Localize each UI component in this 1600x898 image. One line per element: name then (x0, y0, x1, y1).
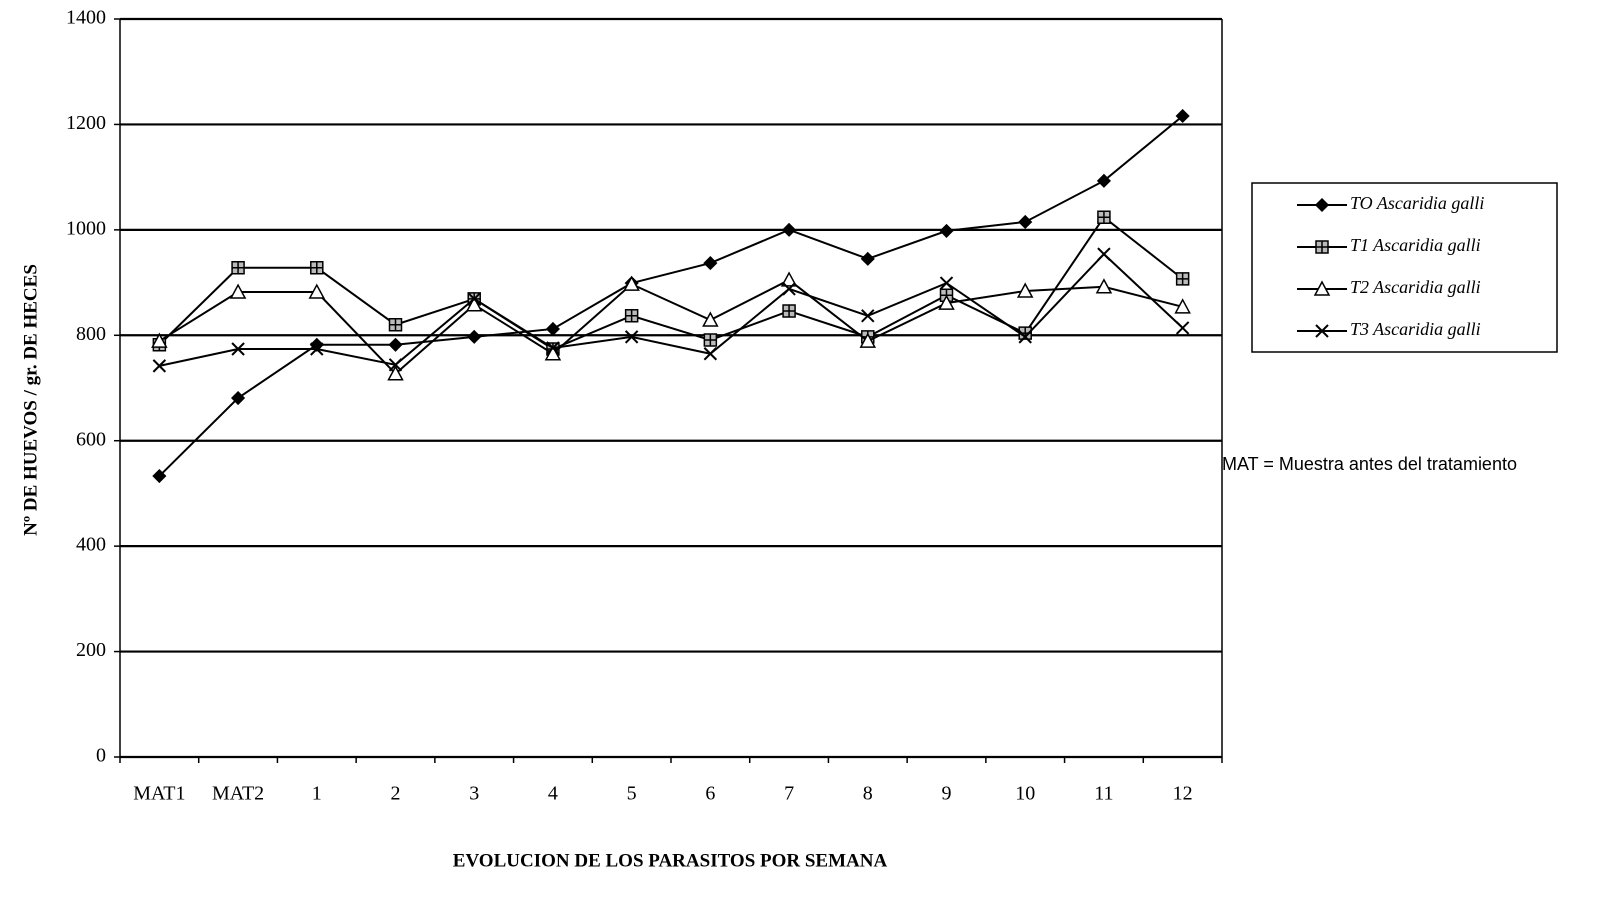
marker (782, 282, 796, 296)
x-tick-label: 4 (548, 783, 558, 805)
y-tick-label: 800 (76, 323, 106, 345)
marker (308, 283, 326, 299)
marker (1097, 247, 1111, 261)
legend-label: T3 Ascaridia galli (1350, 319, 1481, 339)
legend-label: TO Ascaridia galli (1350, 193, 1484, 213)
marker (465, 296, 483, 312)
marker (623, 275, 640, 291)
marker (310, 261, 324, 275)
marker (782, 304, 796, 318)
y-tick-label: 1000 (66, 217, 106, 239)
x-tick-label: 7 (784, 783, 794, 805)
marker (151, 332, 168, 348)
marker (1314, 197, 1330, 213)
y-tick-label: 600 (76, 428, 106, 450)
marker (782, 222, 797, 237)
series-line (159, 252, 1184, 367)
marker (1175, 108, 1190, 124)
marker (309, 337, 324, 352)
marker (1018, 330, 1032, 344)
x-tick-label: 1 (312, 783, 322, 805)
marker (939, 223, 954, 238)
marker (624, 330, 639, 344)
x-tick-label: 5 (627, 783, 637, 805)
marker (861, 309, 875, 323)
marker (1018, 214, 1033, 230)
marker (229, 283, 247, 299)
marker (1313, 280, 1331, 296)
y-tick-label: 1200 (66, 112, 106, 134)
marker (387, 365, 404, 381)
y-tick-label: 200 (76, 639, 106, 661)
marker (231, 390, 246, 406)
x-tick-label: 8 (863, 783, 873, 805)
marker (152, 359, 167, 373)
marker (1097, 210, 1111, 224)
x-tick-label: 10 (1015, 783, 1035, 805)
x-tick-label: 6 (705, 783, 715, 805)
marker (545, 321, 560, 337)
x-tick-label: 9 (942, 783, 952, 805)
marker (1315, 324, 1329, 338)
legend-label: T2 Ascaridia galli (1350, 277, 1481, 297)
series-line (158, 278, 1183, 376)
y-tick-label: 400 (76, 534, 106, 556)
legend-label: T1 Ascaridia galli (1350, 235, 1481, 255)
y-tick-label: 0 (96, 745, 106, 767)
marker (1016, 282, 1034, 298)
marker (1315, 240, 1329, 254)
legend-box (1251, 182, 1558, 353)
y-tick-label: 1400 (66, 7, 106, 29)
marker (310, 342, 324, 356)
marker (939, 276, 954, 290)
x-tick-label: MAT1 (133, 783, 185, 805)
x-tick-label: 12 (1173, 783, 1193, 805)
annotation: MAT = Muestra antes del tratamiento (1222, 454, 1517, 474)
series-line (158, 115, 1184, 477)
marker (703, 256, 718, 271)
marker (231, 342, 245, 356)
x-tick-label: 11 (1094, 783, 1113, 805)
marker (860, 251, 875, 266)
marker (388, 358, 403, 372)
x-tick-label: 3 (469, 783, 479, 805)
marker (1096, 173, 1111, 188)
marker (624, 309, 639, 323)
marker (780, 271, 798, 287)
marker (388, 317, 403, 332)
marker (1175, 272, 1190, 286)
x-axis-label: EVOLUCION DE LOS PARASITOS POR SEMANA (453, 850, 888, 871)
x-tick-label: MAT2 (212, 783, 264, 805)
marker (703, 347, 718, 361)
marker (388, 337, 403, 352)
marker (467, 329, 482, 344)
marker (467, 292, 481, 306)
marker (546, 341, 560, 355)
x-tick-label: 2 (391, 783, 401, 805)
marker (1175, 321, 1190, 335)
marker (703, 333, 718, 347)
y-axis-label: Nº DE HUEVOS / gr. DE HECES (20, 264, 41, 536)
marker (1174, 298, 1191, 314)
marker (231, 261, 245, 275)
marker (152, 468, 167, 484)
marker (702, 311, 719, 327)
marker (938, 294, 955, 310)
marker (1095, 278, 1113, 294)
marker (859, 332, 877, 348)
marker (544, 345, 562, 361)
